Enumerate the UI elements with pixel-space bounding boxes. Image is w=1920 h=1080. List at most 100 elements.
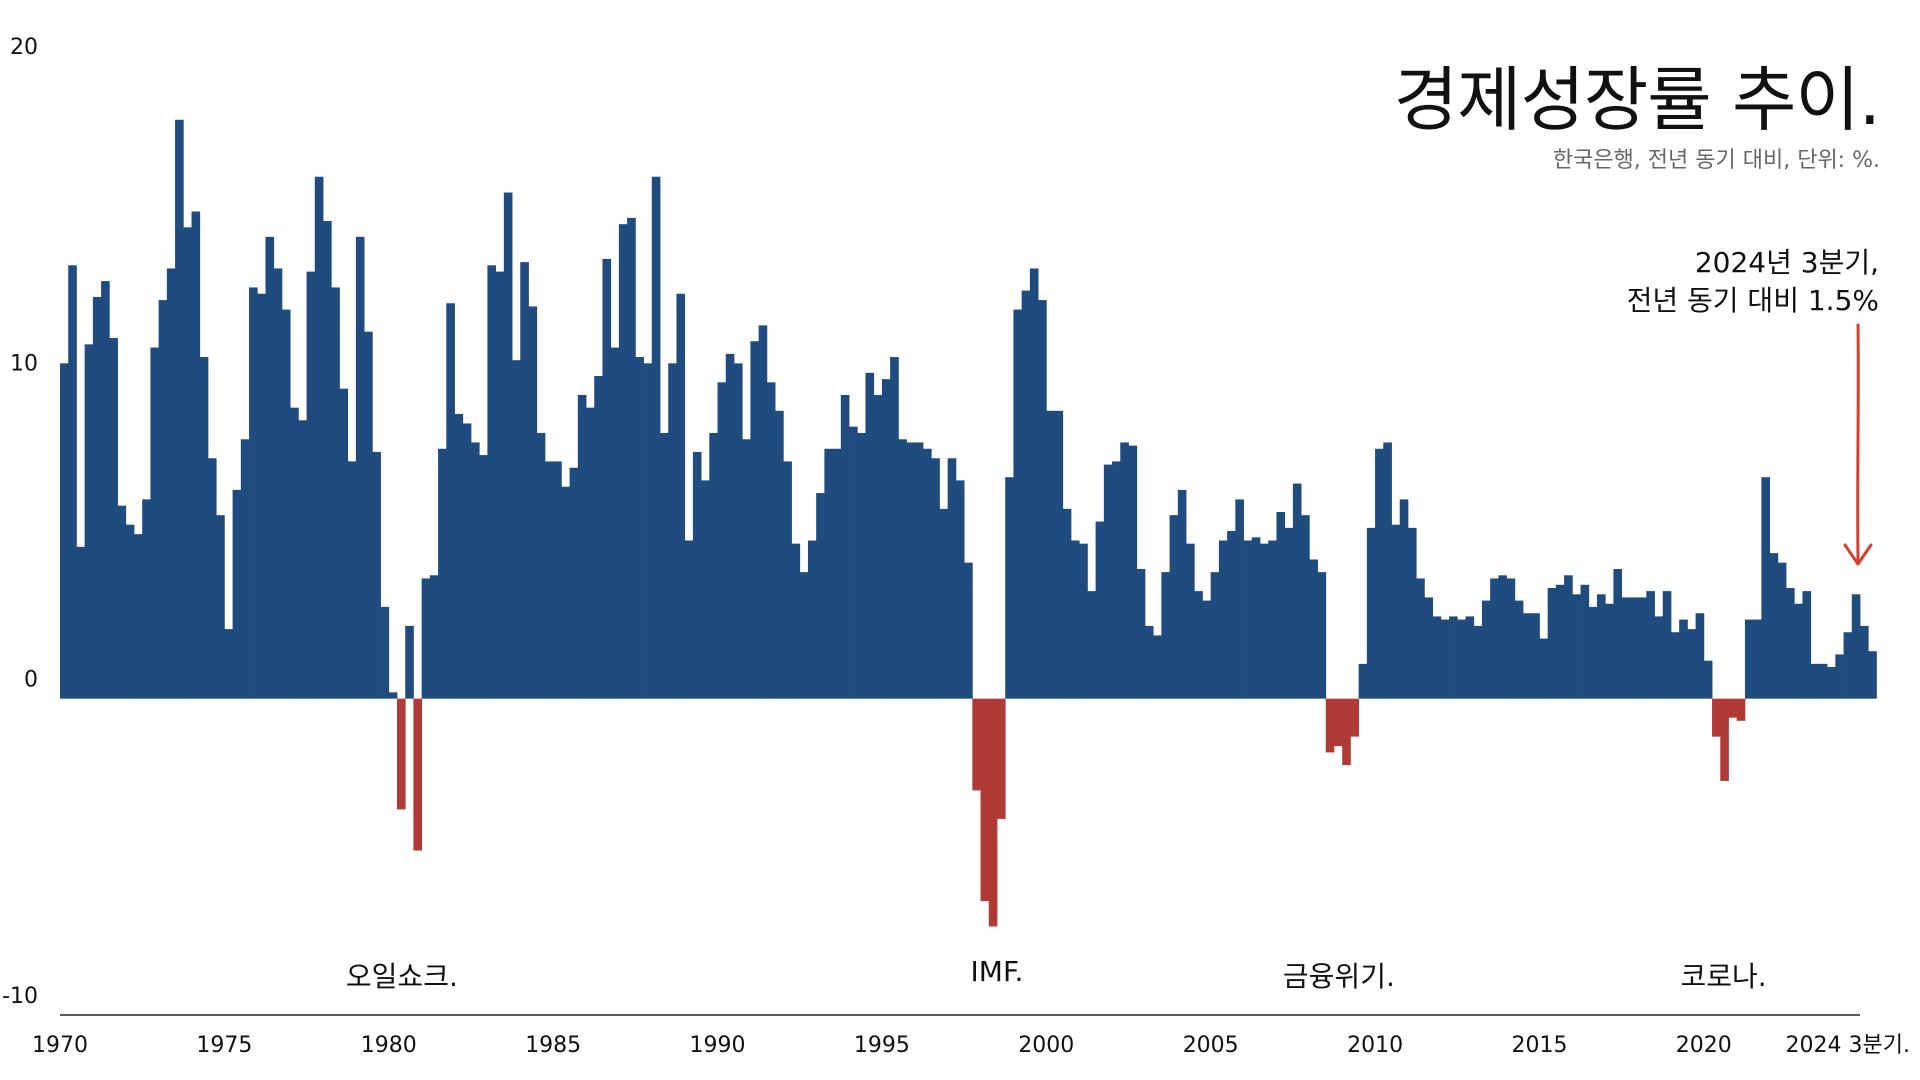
bar	[1744, 619, 1754, 699]
bar	[380, 606, 390, 699]
bar	[1753, 619, 1762, 699]
bar	[1153, 635, 1162, 699]
bar	[1054, 410, 1064, 699]
bar	[742, 439, 751, 699]
bar	[1786, 587, 1795, 699]
bar	[610, 347, 620, 699]
y-tick-label: 0	[24, 668, 38, 693]
bar	[1736, 698, 1746, 721]
bar	[413, 698, 423, 851]
bar	[347, 461, 357, 699]
bar	[265, 236, 275, 699]
bar	[306, 271, 316, 699]
bar	[1777, 562, 1787, 699]
x-tick-label: 1975	[196, 1033, 252, 1058]
bar	[1638, 597, 1647, 699]
bar	[577, 394, 587, 699]
bar	[594, 376, 603, 699]
bar	[758, 325, 768, 699]
bar	[660, 432, 669, 699]
bar	[1580, 584, 1590, 699]
bar	[479, 455, 488, 699]
bar	[964, 562, 973, 699]
bar	[923, 448, 932, 699]
bar	[257, 293, 266, 699]
bar	[1243, 540, 1253, 699]
bar	[1860, 625, 1869, 699]
x-tick-label: 1985	[525, 1033, 581, 1058]
bar	[1547, 587, 1557, 699]
bar	[1654, 616, 1664, 699]
bar	[364, 331, 373, 699]
bar	[618, 224, 628, 699]
bar	[1695, 613, 1705, 699]
bar	[668, 363, 677, 699]
bar	[224, 629, 233, 699]
bar	[1325, 698, 1335, 753]
bar	[323, 221, 332, 699]
bar	[1268, 540, 1277, 699]
bar	[1720, 698, 1729, 781]
bar	[372, 451, 381, 699]
bar	[1087, 591, 1097, 699]
bar	[890, 357, 899, 699]
event-label: 코로나.	[1680, 960, 1767, 993]
bar	[125, 524, 135, 699]
bar	[1810, 663, 1820, 699]
bar	[1177, 489, 1187, 699]
bar	[816, 493, 825, 699]
bar	[1712, 698, 1721, 737]
bar	[1555, 584, 1565, 699]
bar	[68, 265, 77, 699]
bar	[240, 439, 250, 699]
bar	[1498, 575, 1507, 699]
y-axis-tick-labels: -10 0 10 20	[2, 35, 38, 1009]
bar	[873, 394, 883, 699]
bar	[1572, 594, 1581, 699]
bar	[1432, 616, 1442, 699]
bar	[1662, 591, 1672, 699]
bar	[955, 480, 965, 699]
bar	[1835, 654, 1844, 699]
bar	[109, 338, 118, 699]
bar	[290, 407, 299, 699]
bar	[462, 423, 472, 699]
bar	[1112, 461, 1121, 699]
bar	[76, 546, 86, 699]
bar	[1687, 629, 1697, 699]
bar	[1424, 597, 1433, 699]
bar	[1794, 603, 1803, 699]
bar	[1079, 543, 1088, 699]
bar	[561, 486, 570, 699]
bar	[1095, 521, 1105, 699]
bar	[1391, 524, 1401, 699]
bar	[355, 236, 365, 699]
bar	[1818, 663, 1828, 699]
bar	[824, 448, 833, 699]
bar	[470, 442, 480, 699]
bar	[898, 439, 907, 699]
bar	[175, 119, 184, 699]
bar	[396, 698, 406, 810]
bar	[133, 534, 143, 699]
bar	[158, 300, 168, 699]
x-tick-label: 2010	[1347, 1033, 1403, 1058]
bar	[1621, 597, 1631, 699]
bar	[1021, 290, 1031, 699]
bar	[676, 293, 686, 699]
bar	[1062, 508, 1072, 699]
bar	[1728, 698, 1738, 718]
bar	[849, 426, 858, 699]
bar	[216, 515, 225, 699]
bar	[865, 372, 875, 699]
bar	[1284, 527, 1294, 699]
bar	[783, 461, 792, 699]
bar	[1120, 442, 1129, 699]
bar	[520, 262, 529, 699]
bar	[191, 211, 201, 699]
bar	[544, 461, 554, 699]
bar	[1596, 594, 1606, 699]
bar	[1481, 600, 1491, 699]
y-tick-label: 20	[10, 35, 38, 60]
